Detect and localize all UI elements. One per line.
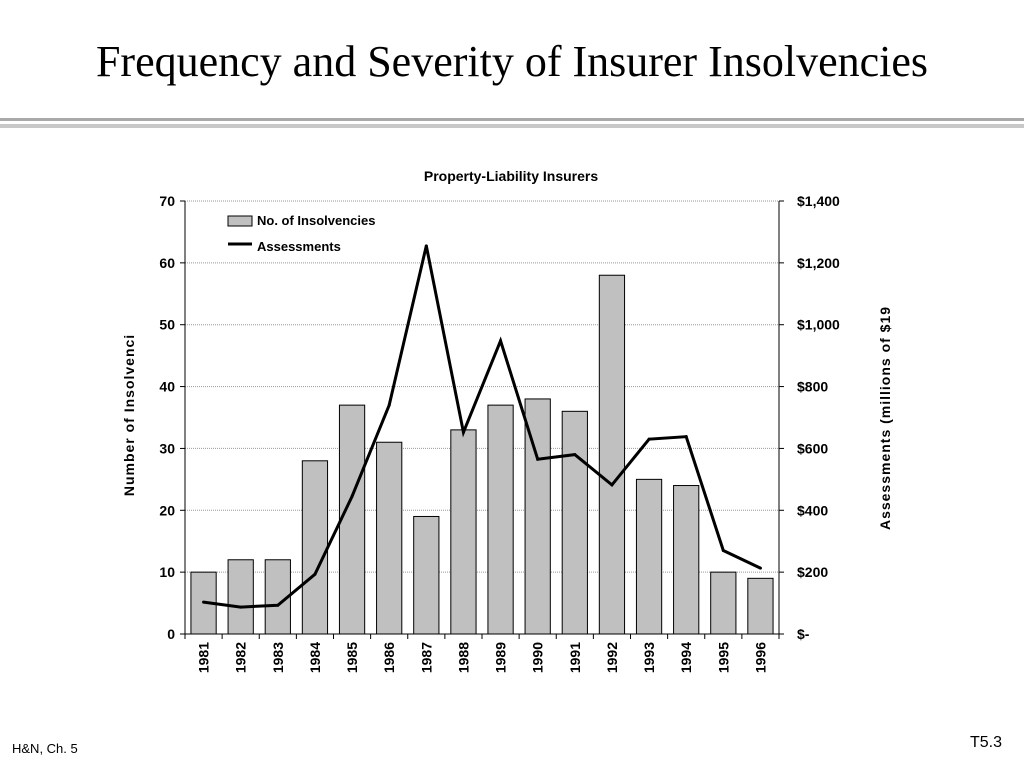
x-tick-label: 1985 bbox=[344, 642, 360, 673]
slide-number: T5.3 bbox=[969, 734, 1002, 751]
y-tick-label: 40 bbox=[159, 379, 175, 395]
x-tick-label: 1994 bbox=[678, 642, 694, 673]
x-tick-label: 1992 bbox=[604, 642, 620, 673]
line-series bbox=[202, 244, 762, 609]
footer-source: H&N, Ch. 5 bbox=[12, 741, 78, 756]
assessment-point-1983 bbox=[276, 603, 280, 607]
y2-tick-label: $1,200 bbox=[797, 255, 840, 271]
slide-title: Frequency and Severity of Insurer Insolv… bbox=[95, 37, 929, 86]
legend-bar-swatch bbox=[227, 215, 253, 227]
x-tick-label: 1991 bbox=[567, 642, 583, 673]
y-tick-label: 30 bbox=[159, 440, 175, 456]
bar-1987 bbox=[413, 515, 440, 635]
assessment-point-1990 bbox=[536, 457, 540, 461]
chart-title: Property-Liability Insurers bbox=[424, 168, 598, 184]
y-tick-label: 10 bbox=[159, 564, 175, 580]
axes bbox=[180, 200, 784, 639]
x-tick-label: 1988 bbox=[455, 642, 471, 673]
x-tick-label: 1981 bbox=[196, 642, 212, 673]
bar-1992 bbox=[598, 274, 626, 635]
y-tick-label: 60 bbox=[159, 255, 175, 271]
legend-line-label: Assessments bbox=[257, 239, 341, 254]
bar-1982 bbox=[227, 559, 254, 635]
assessment-point-1991 bbox=[573, 453, 577, 457]
bar-1986 bbox=[376, 441, 403, 635]
bar-1991 bbox=[561, 410, 588, 635]
y-tick-label: 0 bbox=[167, 626, 175, 642]
title-divider bbox=[0, 118, 1024, 121]
assessment-point-1989 bbox=[499, 339, 503, 343]
x-tick-label: 1989 bbox=[493, 642, 509, 673]
assessment-point-1985 bbox=[350, 494, 354, 498]
title-divider-shadow bbox=[0, 124, 1024, 128]
y2-tick-label: $1,400 bbox=[797, 193, 840, 209]
bar-1990 bbox=[524, 398, 551, 635]
bar-series bbox=[190, 274, 774, 635]
x-tick-label: 1982 bbox=[233, 642, 249, 673]
y2-tick-label: $- bbox=[797, 626, 810, 642]
bar-1989 bbox=[487, 404, 514, 635]
bar-1996 bbox=[747, 577, 774, 635]
legend-bar-label: No. of Insolvencies bbox=[257, 213, 375, 228]
bar-1988 bbox=[450, 429, 477, 635]
bar-1985 bbox=[338, 404, 366, 635]
bar-1984 bbox=[301, 460, 329, 635]
assessment-point-1995 bbox=[721, 548, 725, 552]
x-tick-label: 1983 bbox=[270, 642, 286, 673]
y2-axis-title: Assessments (millions of $19 bbox=[877, 306, 893, 530]
assessment-point-1987 bbox=[424, 244, 428, 248]
y2-tick-label: $200 bbox=[797, 564, 828, 580]
y2-tick-label: $1,000 bbox=[797, 317, 840, 333]
bar-1994 bbox=[673, 485, 700, 635]
assessment-point-1981 bbox=[202, 600, 206, 604]
assessment-point-1984 bbox=[313, 572, 317, 576]
x-tick-label: 1995 bbox=[715, 642, 731, 673]
y2-tick-label: $600 bbox=[797, 440, 828, 456]
y2-tick-label: $800 bbox=[797, 379, 828, 395]
assessment-point-1992 bbox=[610, 483, 614, 487]
assessment-point-1988 bbox=[461, 430, 465, 434]
y-tick-label: 70 bbox=[159, 193, 175, 209]
x-tick-label: 1990 bbox=[530, 642, 546, 673]
y2-tick-label: $400 bbox=[797, 502, 828, 518]
assessment-point-1982 bbox=[239, 605, 243, 609]
bar-1995 bbox=[710, 571, 737, 635]
x-tick-label: 1996 bbox=[752, 642, 768, 673]
assessments-line bbox=[203, 245, 762, 609]
assessment-point-1996 bbox=[758, 566, 762, 570]
tick-labels: 0 10 20 30 40 50 60 70 $- $200 $400 $600 $800 $1,000 $… bbox=[159, 193, 840, 673]
bar-1993 bbox=[635, 478, 663, 635]
x-tick-label: 1993 bbox=[641, 642, 657, 673]
y-tick-label: 50 bbox=[159, 317, 175, 333]
y-tick-label: 20 bbox=[159, 502, 175, 518]
assessment-point-1993 bbox=[647, 437, 651, 441]
assessment-point-1986 bbox=[387, 403, 391, 407]
x-tick-label: 1987 bbox=[418, 642, 434, 673]
x-tick-label: 1986 bbox=[381, 642, 397, 673]
x-tick-label: 1984 bbox=[307, 642, 323, 673]
y-axis-title: Number of Insolvenci bbox=[121, 334, 137, 496]
assessment-point-1994 bbox=[684, 435, 688, 439]
chart-legend: No. of Insolvencies Assessments bbox=[227, 213, 375, 254]
